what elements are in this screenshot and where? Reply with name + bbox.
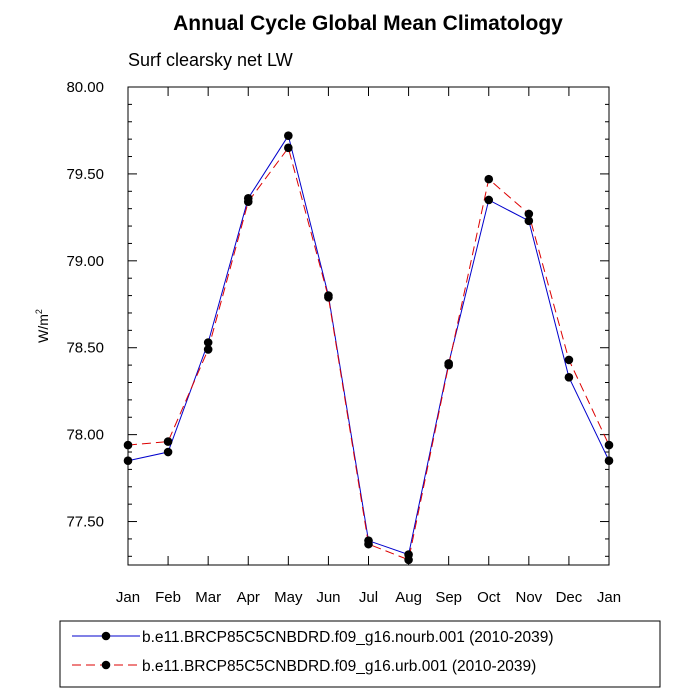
x-tick-label: Oct	[477, 589, 501, 606]
x-axis: Jan Feb Mar Apr May Jun Jul Aug Sep Oct Nov Dec Jan	[116, 87, 621, 606]
x-tick-label: Jan	[116, 589, 140, 606]
series-2-point	[444, 360, 453, 370]
y-axis-label-base: W/m	[35, 314, 51, 343]
x-tick-label: Mar	[195, 589, 221, 606]
series-2-point	[404, 555, 413, 565]
series-1-point	[123, 456, 133, 466]
x-tick-label: Aug	[395, 589, 422, 606]
series-1-point	[484, 195, 494, 205]
y-tick-label: 78.50	[66, 340, 104, 357]
x-tick-label: Apr	[237, 589, 260, 606]
series-1-point	[203, 338, 213, 347]
series-1-point	[564, 372, 574, 382]
series-2-point	[364, 539, 373, 549]
x-tick-label: Jul	[359, 589, 378, 606]
series-line-2	[127, 146, 610, 561]
legend-marker-1	[101, 631, 111, 641]
x-tick-label: Jan	[597, 589, 621, 606]
y-tick-label: 78.00	[66, 427, 104, 444]
series-1-point	[524, 216, 534, 226]
legend-marker-2	[101, 660, 111, 670]
series-2-point	[243, 197, 253, 207]
x-tick-label: May	[274, 589, 303, 606]
plot-frame	[127, 86, 610, 566]
series-1-point	[284, 131, 293, 140]
legend-label-1: b.e11.BRCP85C5CNBDRD.f09_g16.nourb.001 (…	[142, 629, 554, 646]
x-tick-label: Jun	[316, 589, 340, 606]
series-2-point	[324, 293, 333, 302]
legend-label-2: b.e11.BRCP85C5CNBDRD.f09_g16.urb.001 (20…	[142, 658, 536, 675]
series-1-point	[604, 456, 614, 466]
y-axis: 77.50 78.00 78.50 79.00 79.50 80.00	[66, 79, 609, 557]
series-1-point	[163, 447, 173, 457]
y-axis-label: W/m2	[34, 309, 51, 343]
series-line-1	[127, 134, 610, 556]
series-2-point	[203, 345, 213, 354]
x-tick-label: Sep	[435, 589, 462, 606]
chart-title: Annual Cycle Global Mean Climatology	[173, 12, 563, 35]
x-tick-label: Feb	[155, 589, 181, 606]
legend: b.e11.BRCP85C5CNBDRD.f09_g16.nourb.001 (…	[72, 629, 554, 675]
series-2-point	[163, 437, 173, 446]
y-axis-label-superscript: 2	[34, 309, 44, 314]
y-tick-label: 80.00	[66, 79, 104, 96]
y-tick-label: 77.50	[66, 514, 104, 531]
series-2-point	[284, 143, 293, 153]
legend-box	[59, 620, 661, 688]
series-2-point	[524, 209, 534, 219]
series-2-point	[564, 355, 574, 365]
y-tick-label: 79.50	[66, 166, 104, 183]
series-2-point	[484, 174, 494, 184]
x-tick-label: Nov	[515, 589, 542, 606]
x-tick-label: Dec	[556, 589, 583, 606]
chart-subtitle: Surf clearsky net LW	[128, 50, 293, 70]
y-tick-label: 79.00	[66, 253, 104, 270]
series-2-point	[123, 440, 133, 450]
series-2-point	[604, 440, 614, 450]
series-layer	[123, 131, 614, 565]
